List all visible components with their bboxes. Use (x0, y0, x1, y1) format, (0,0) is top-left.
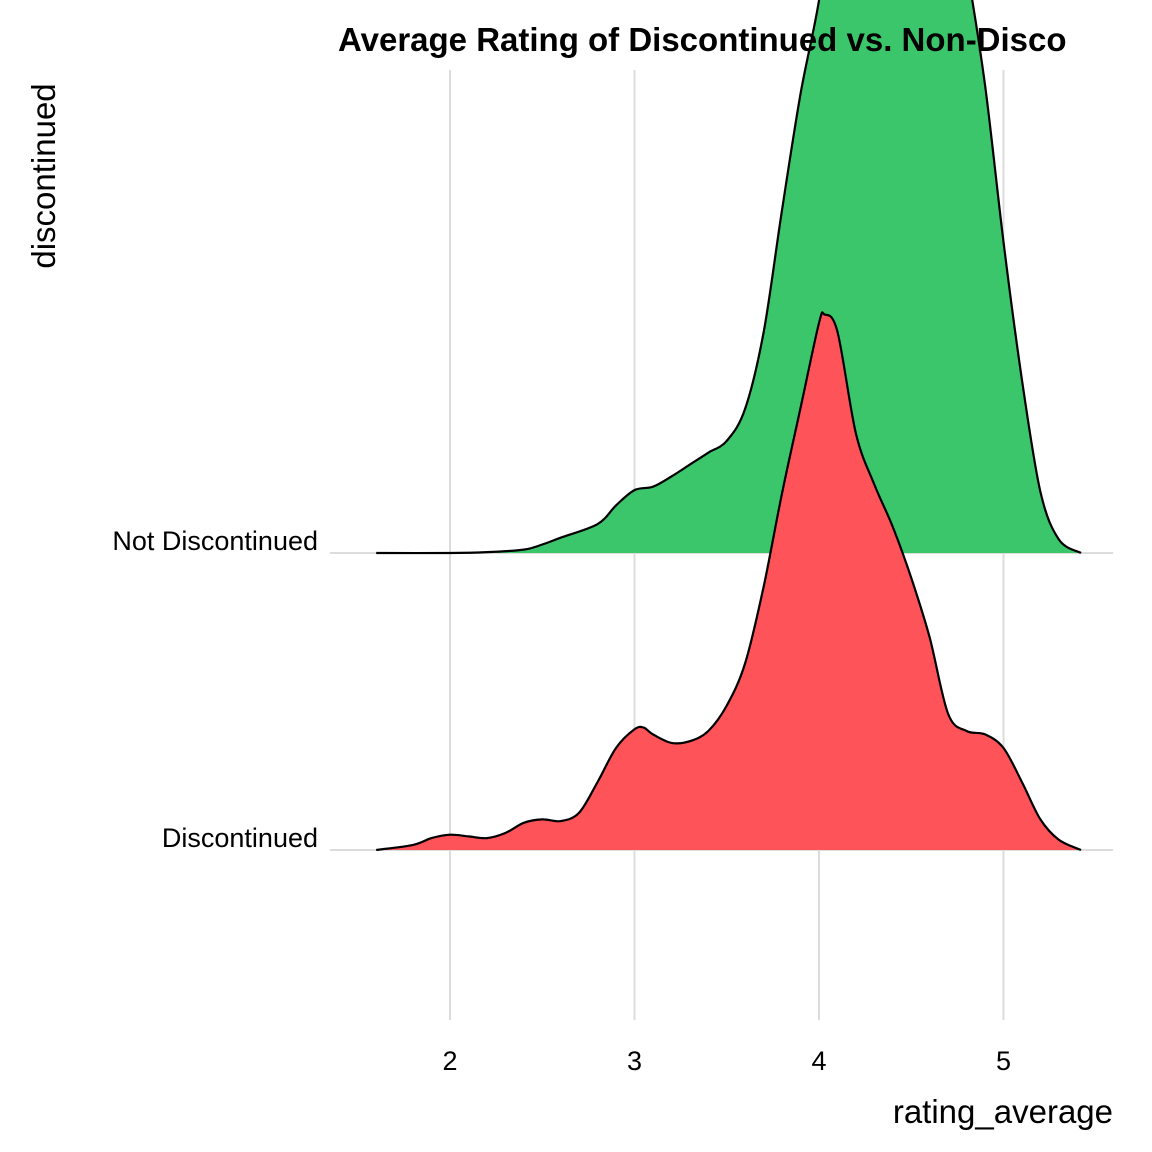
y-category-label-discontinued: Discontinued (162, 823, 318, 853)
x-tick-label-5: 5 (996, 1046, 1011, 1076)
x-tick-labels: 2 3 4 5 (442, 1046, 1011, 1076)
density-area-not-discontinued (376, 0, 1081, 554)
y-category-label-not-discontinued: Not Discontinued (112, 526, 318, 556)
ridges (376, 0, 1082, 852)
x-tick-label-4: 4 (811, 1046, 826, 1076)
density-area-discontinued (376, 312, 1081, 850)
x-axis-title: rating_average (893, 1093, 1113, 1130)
density-line-discontinued (376, 311, 1082, 852)
x-tick-label-3: 3 (627, 1046, 642, 1076)
density-line-not-discontinued (376, 0, 1082, 555)
chart-title: Average Rating of Discontinued vs. Non-D… (338, 21, 1067, 58)
y-axis-title: discontinued (25, 83, 62, 268)
y-category-labels: Discontinued Not Discontinued (112, 526, 318, 853)
x-tick-label-2: 2 (442, 1046, 457, 1076)
